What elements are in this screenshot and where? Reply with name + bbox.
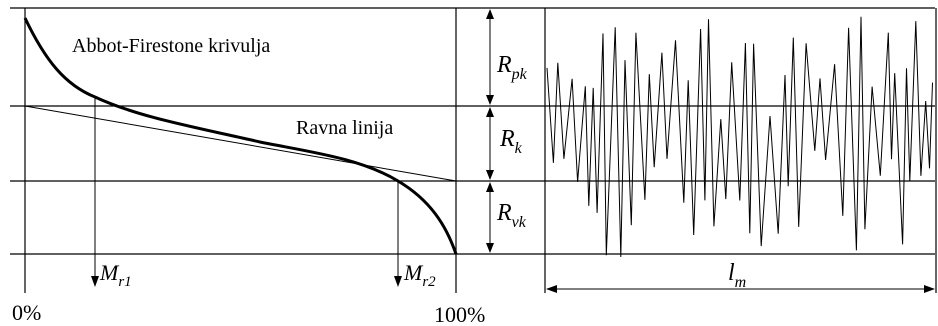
mr2-arrowhead (394, 276, 402, 287)
mr2-main: M (403, 260, 424, 285)
axis-label-start: 0% (12, 300, 41, 325)
rk-arrowhead-top (486, 107, 494, 117)
rvk-arrowhead-bottom (486, 243, 494, 253)
lm-main: l (728, 260, 735, 286)
rpk-main: R (496, 52, 512, 78)
mr2-sub: r2 (422, 274, 436, 290)
rk-main: R (499, 126, 515, 152)
rvk-main: R (496, 200, 512, 226)
rpk-label: Rpk (496, 52, 528, 83)
axis-label-end: 100% (434, 302, 485, 326)
rvk-arrowhead-top (486, 182, 494, 192)
mr-arrows (94, 97, 399, 285)
rpk-arrowhead-top (486, 9, 494, 19)
rvk-sub: vk (512, 214, 527, 231)
mr1-sub: r1 (118, 274, 131, 290)
mr1-label: Mr1 (99, 260, 132, 290)
vertical-dividers (24, 8, 937, 293)
curve-label: Abbot-Firestone krivulja (72, 35, 270, 57)
rk-label: Rk (499, 126, 523, 157)
mr1-main: M (99, 260, 120, 285)
r-dimension-arrowheads (486, 9, 494, 253)
roughness-profile (546, 16, 933, 258)
abbott-firestone-curve (23, 17, 458, 255)
rpk-arrowhead-bottom (486, 95, 494, 105)
lm-label: lm (728, 260, 746, 291)
lm-sub: m (735, 274, 747, 291)
rpk-sub: pk (511, 66, 528, 83)
rk-arrowhead-bottom (486, 170, 494, 180)
mr1-arrowhead (91, 276, 99, 287)
lm-arrowhead-left (546, 285, 557, 293)
lm-arrowhead-right (924, 285, 935, 293)
straight-line (24, 105, 457, 182)
level-lines (10, 7, 935, 255)
mr2-label: Mr2 (403, 260, 436, 290)
straight-line-label: Ravna linija (296, 117, 393, 139)
rk-sub: k (515, 140, 523, 157)
rvk-label: Rvk (496, 200, 527, 231)
